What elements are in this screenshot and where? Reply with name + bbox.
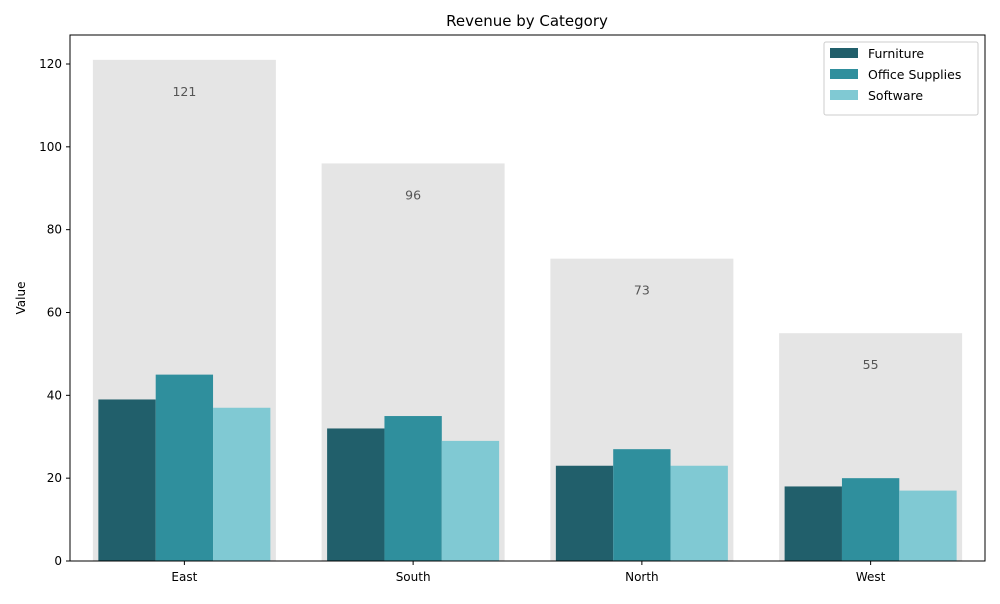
y-tick-label: 20 [47, 471, 62, 485]
bar-furniture-south [327, 428, 385, 561]
x-tick-label-east: East [171, 570, 197, 584]
x-tick-label-west: West [856, 570, 886, 584]
total-label-west: 55 [863, 357, 879, 372]
bar-furniture-north [555, 465, 614, 561]
bar-software-north [670, 465, 728, 561]
legend-swatch-office-supplies [830, 69, 858, 79]
y-tick-label: 40 [47, 388, 62, 402]
y-axis-label: Value [14, 282, 28, 315]
bar-software-east [213, 407, 271, 561]
bar-software-south [441, 440, 500, 561]
legend-label-furniture: Furniture [868, 46, 924, 61]
x-tick-label-south: South [396, 570, 431, 584]
y-tick-label: 120 [39, 57, 62, 71]
bar-software-west [899, 490, 957, 561]
legend-swatch-software [830, 90, 858, 100]
plot-area: 121 East 96 South 73 North 55 West 0 20 40 60 80 100 1… [39, 34, 986, 584]
total-label-south: 96 [405, 187, 421, 202]
x-tick-label-north: North [625, 570, 659, 584]
bar-office-supplies-south [384, 416, 442, 561]
bar-office-supplies-north [613, 449, 671, 561]
total-label-north: 73 [634, 283, 650, 298]
chart-title: Revenue by Category [446, 12, 608, 30]
legend-label-software: Software [868, 88, 923, 103]
legend: Furniture Office Supplies Software [823, 41, 979, 116]
legend-swatch-furniture [830, 48, 858, 58]
y-tick-label: 60 [47, 305, 62, 319]
bar-office-supplies-east [155, 374, 214, 561]
bar-office-supplies-west [841, 478, 900, 561]
bar-furniture-east [98, 399, 156, 561]
legend-label-office-supplies: Office Supplies [868, 67, 961, 82]
plot-frame [69, 34, 986, 562]
bar-furniture-west [784, 486, 842, 561]
legend-box [823, 41, 979, 116]
y-tick-label: 0 [54, 554, 62, 568]
y-tick-label: 80 [47, 223, 62, 237]
total-label-east: 121 [172, 84, 196, 99]
y-tick-label: 100 [39, 140, 62, 154]
